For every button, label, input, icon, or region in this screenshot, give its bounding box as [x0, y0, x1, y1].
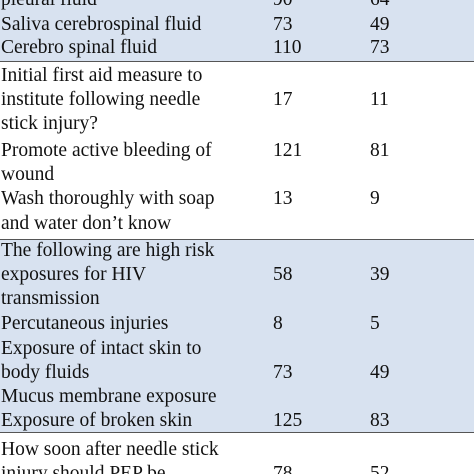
section-divider — [0, 239, 474, 240]
table-section-first-aid — [0, 62, 474, 239]
table-cell-percent: 83 — [370, 410, 390, 431]
table-cell-count: 58 — [273, 264, 293, 285]
table-row-label: Exposure of broken skin — [1, 410, 193, 431]
table-cell-percent: 73 — [370, 37, 390, 58]
table-row-label: injury should PEP be — [1, 463, 166, 474]
table-row-label: Exposure of intact skin to — [1, 338, 202, 359]
table-row-label: pleural fluid — [1, 0, 97, 13]
table-row-label: institute following needle — [1, 89, 201, 110]
table-cell-count: 73 — [273, 14, 293, 35]
table-cell-percent: 49 — [370, 14, 390, 35]
section-divider — [0, 61, 474, 62]
table-cell-percent: 64 — [370, 0, 390, 13]
table-row-label: How soon after needle stick — [1, 439, 219, 460]
table-cell-percent: 9 — [370, 188, 380, 209]
table-row-label: wound — [1, 164, 55, 185]
table-cell-count: 17 — [273, 89, 293, 110]
table-section-high-risk — [0, 240, 474, 432]
table-row-label: Initial first aid measure to — [1, 65, 203, 86]
table-row-label: stick injury? — [1, 113, 98, 134]
table-cell-count: 78 — [273, 463, 293, 474]
table-cell-count: 73 — [273, 362, 293, 383]
table-cell-count: 125 — [273, 410, 303, 431]
table-row-label: Wash thoroughly with soap — [1, 188, 215, 209]
table-cell-count: 110 — [273, 37, 302, 58]
table-cell-percent: 5 — [370, 313, 380, 334]
table-row-label: body fluids — [1, 362, 90, 383]
table-cell-percent: 39 — [370, 264, 390, 285]
table-cell-count: 90 — [273, 0, 293, 13]
table-cell-percent: 52 — [370, 463, 390, 474]
table-cell-count: 8 — [273, 313, 283, 334]
table-row-label: Mucus membrane exposure — [1, 386, 217, 407]
table-row-label: Promote active bleeding of — [1, 140, 212, 161]
table-row-label: exposures for HIV — [1, 264, 147, 285]
table-cell-percent: 81 — [370, 140, 390, 161]
table-cell-percent: 49 — [370, 362, 390, 383]
table-section-pep-timing — [0, 433, 474, 474]
table-cell-count: 13 — [273, 188, 293, 209]
table-row-label: Saliva cerebrospinal fluid — [1, 14, 202, 35]
table-cell-count: 121 — [273, 140, 303, 161]
table-row-label: The following are high risk — [1, 240, 215, 261]
section-divider — [0, 432, 474, 433]
table-row-label: transmission — [1, 288, 100, 309]
table-row-label: Cerebro spinal fluid — [1, 37, 157, 58]
table-section-body-fluids — [0, 0, 474, 61]
table-cell-percent: 11 — [370, 89, 389, 110]
table-row-label: Percutaneous injuries — [1, 313, 169, 334]
table-row-label: and water don’t know — [1, 213, 172, 234]
